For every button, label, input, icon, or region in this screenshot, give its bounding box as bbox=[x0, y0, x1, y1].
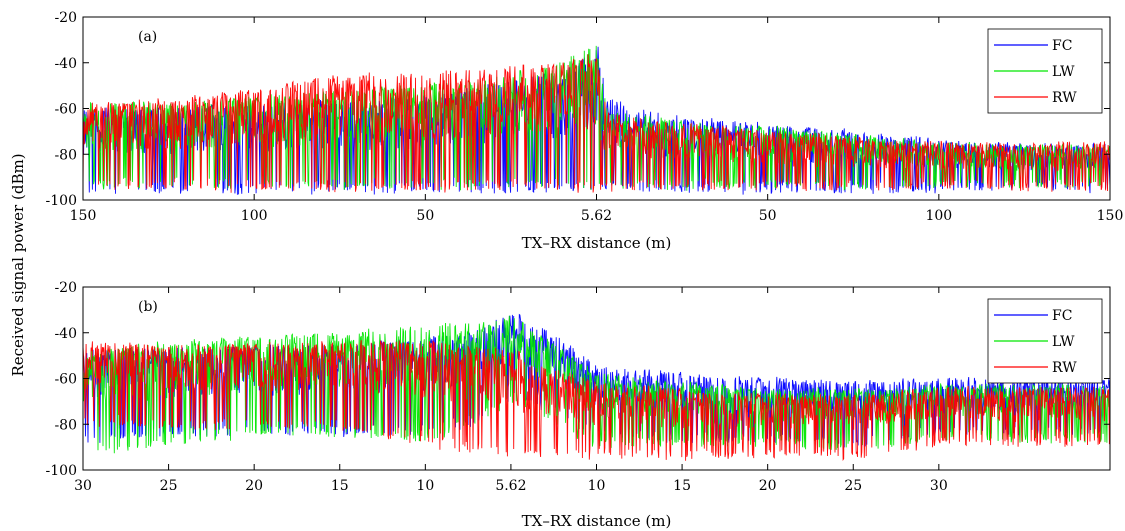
y-tick-label: -60 bbox=[54, 372, 77, 388]
y-axis-title: Received signal power (dBm) bbox=[9, 153, 27, 376]
panel-label: (b) bbox=[138, 299, 158, 315]
series-group bbox=[83, 45, 1110, 195]
legend: FC LW RW bbox=[987, 28, 1103, 114]
y-tick-label: -80 bbox=[54, 417, 77, 433]
x-tick-label: 100 bbox=[241, 208, 268, 224]
y-tick-label: -60 bbox=[54, 102, 77, 118]
x-tick-label: 25 bbox=[160, 478, 178, 494]
x-tick-label: 50 bbox=[416, 208, 434, 224]
x-tick-label: 20 bbox=[759, 478, 777, 494]
x-tick-label: 5.62 bbox=[581, 208, 612, 224]
x-tick-label: 100 bbox=[925, 208, 952, 224]
x-tick-label: 20 bbox=[245, 478, 263, 494]
x-tick-label: 50 bbox=[759, 208, 777, 224]
legend-label-lw: LW bbox=[1052, 64, 1075, 80]
x-tick-label: 150 bbox=[70, 208, 97, 224]
x-axis-title: TX–RX distance (m) bbox=[522, 512, 672, 530]
panel-label: (a) bbox=[138, 29, 157, 45]
y-tick-label: -100 bbox=[46, 463, 77, 479]
legend-label-rw: RW bbox=[1052, 90, 1077, 106]
legend: FC LW RW bbox=[987, 298, 1103, 384]
x-axis-title: TX–RX distance (m) bbox=[522, 234, 672, 252]
series-line-rw bbox=[83, 340, 1110, 462]
x-tick-label: 15 bbox=[331, 478, 349, 494]
x-tick-label: 10 bbox=[416, 478, 434, 494]
series-group bbox=[83, 313, 1110, 462]
y-tick-label: -20 bbox=[54, 280, 77, 296]
y-tick-label: -100 bbox=[46, 193, 77, 209]
legend-label-rw: RW bbox=[1052, 360, 1077, 376]
x-tick-label: 25 bbox=[844, 478, 862, 494]
legend-label-fc: FC bbox=[1052, 308, 1072, 324]
x-tick-label: 30 bbox=[74, 478, 92, 494]
y-tick-label: -40 bbox=[54, 326, 77, 342]
x-tick-label: 5.62 bbox=[495, 478, 526, 494]
series-line-rw bbox=[83, 54, 1110, 193]
x-tick-label: 15 bbox=[673, 478, 691, 494]
x-tick-label: 10 bbox=[588, 478, 606, 494]
legend-label-lw: LW bbox=[1052, 334, 1075, 350]
y-tick-label: -40 bbox=[54, 56, 77, 72]
x-tick-label: 150 bbox=[1097, 208, 1124, 224]
legend-label-fc: FC bbox=[1052, 38, 1072, 54]
y-tick-label: -80 bbox=[54, 147, 77, 163]
y-tick-label: -20 bbox=[54, 10, 77, 26]
x-tick-label: 30 bbox=[930, 478, 948, 494]
